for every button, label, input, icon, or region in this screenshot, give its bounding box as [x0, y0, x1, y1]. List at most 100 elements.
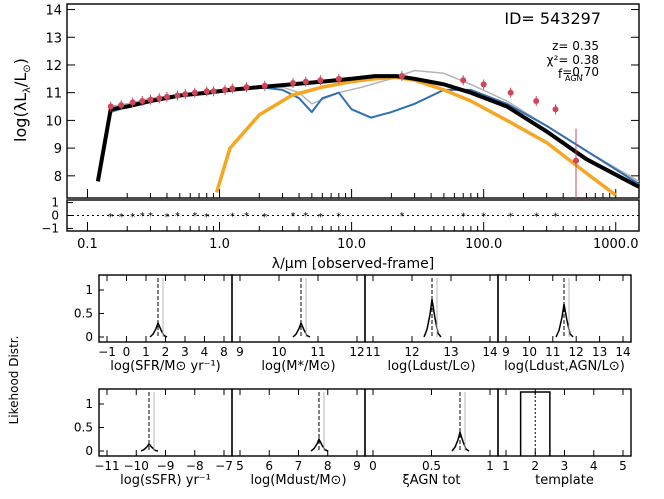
likelihood-ylabel-group: Likehood Distr.	[7, 336, 21, 425]
fagn-sub: AGN	[565, 74, 583, 83]
resid-point: *	[192, 211, 197, 222]
panel-x-tick-label: 9	[236, 345, 244, 359]
sed-line-total	[95, 74, 640, 189]
panel-x-tick-label: 8	[324, 459, 332, 473]
sed-line-stellar	[96, 86, 640, 185]
resid-point: *	[164, 212, 169, 223]
x-tick-label: 0.1	[77, 237, 98, 252]
panel-x-tick-label: 11	[310, 345, 325, 359]
panel-xlabel: log(Mdust/M⊙)	[250, 473, 346, 488]
panel-x-tick-label: 11	[365, 345, 380, 359]
resid-point: *	[553, 212, 558, 223]
obs-point	[317, 77, 324, 84]
panel-y-tick-label: 1	[85, 397, 93, 411]
template-hist	[519, 391, 551, 456]
id-label: ID= 543297	[504, 9, 601, 28]
panel-x-tick-label: 9	[353, 459, 361, 473]
obs-point	[229, 85, 236, 92]
obs-point	[290, 79, 297, 86]
obs-point	[261, 82, 268, 89]
panel-x-tick-label: 5	[619, 459, 627, 473]
panel-x-tick-label: 1	[142, 345, 150, 359]
panel-x-tick-label: 12	[349, 345, 364, 359]
resid-point: *	[481, 212, 486, 223]
resid-point: *	[318, 212, 323, 223]
resid-point: *	[230, 211, 235, 222]
panel-axes	[98, 388, 233, 457]
resid-point: *	[336, 212, 341, 223]
svg-text:log(λLλ/L⊙): log(λLλ/L⊙)	[11, 58, 33, 142]
panel-xlabel: log(SFR/M⊙ yr⁻¹)	[110, 359, 220, 374]
obs-point	[139, 98, 146, 104]
panel-2-2: 0 0.5 1 ξAGN tot	[364, 388, 499, 488]
obs-point	[302, 78, 309, 85]
panel-x-tick-label: 3	[561, 459, 569, 473]
obs-point	[398, 73, 405, 80]
resid-point: *	[119, 212, 124, 223]
sed-x-ticks: 0.1 1.0 10.0 100.0 1000.0	[77, 189, 638, 252]
histogram	[149, 278, 168, 338]
panel-x-tick-label: 10	[271, 345, 286, 359]
resid-tick-label: 1	[51, 196, 59, 210]
resid-point: *	[204, 212, 209, 223]
panel-x-tick-label: −1	[98, 345, 116, 359]
panel-x-tick-label: 4	[590, 459, 598, 473]
panel-x-tick-label: 0.5	[422, 459, 441, 473]
panel-y-tick-label: 1	[85, 283, 93, 297]
y-tick-label: 11	[45, 87, 62, 102]
resid-point: *	[175, 211, 180, 222]
panel-2-3: 1 2 3 4 5 template	[497, 388, 632, 488]
sed-ylabel: log(λLλ/L⊙)	[11, 58, 33, 142]
y-tick-label: 9	[54, 142, 62, 157]
sed-xlabel: λ/μm [observed-frame]	[272, 256, 434, 272]
obs-point	[243, 84, 250, 91]
panel-x-tick-label: −10	[124, 459, 149, 473]
y-tick-label: 10	[45, 114, 62, 129]
resid-point: *	[148, 211, 153, 222]
resid-point: *	[130, 212, 135, 223]
panel-x-tick-label: 5	[236, 459, 244, 473]
panel-axes	[98, 274, 233, 343]
panel-x-tick-label: 7	[295, 459, 303, 473]
panel-x-tick-label: 1	[486, 459, 494, 473]
panel-axes	[497, 274, 632, 343]
panel-y-tick-label: 0.5	[74, 421, 93, 435]
fagn-label: f AGN =0.70	[558, 65, 599, 83]
panel-y-tick-label: 0.5	[74, 307, 93, 321]
resid-point: *	[140, 211, 145, 222]
obs-point	[118, 102, 125, 109]
panel-x-tick-label: 14	[482, 345, 497, 359]
panel-x-tick-label: 14	[615, 345, 630, 359]
chi2-label: χ²= 0.38	[547, 53, 599, 67]
panel-axes	[497, 388, 632, 457]
histogram	[451, 392, 470, 452]
sed-lines	[95, 69, 640, 197]
panel-axes	[231, 388, 366, 457]
hist-line	[451, 429, 470, 452]
obs-point	[221, 86, 228, 93]
panel-axes	[231, 274, 366, 343]
panel-1-2: 11 12 13 14 log(Ldust/L⊙)	[364, 274, 499, 374]
panel-xlabel: template	[535, 473, 594, 488]
y-tick-label: 13	[45, 31, 62, 46]
panel-x-tick-label: −9	[157, 459, 175, 473]
panel-x-tick-label: −11	[94, 459, 119, 473]
obs-point	[163, 93, 170, 100]
panel-x-tick-label: 11	[545, 345, 560, 359]
panel-x-tick-label: 12	[404, 345, 419, 359]
obs-point	[156, 95, 163, 102]
panel-x-tick-label: 9	[502, 345, 510, 359]
resid-point: *	[508, 212, 513, 223]
obs-point	[191, 89, 198, 96]
resid-point: *	[399, 211, 404, 222]
resid-point: *	[303, 211, 308, 222]
panel-x-tick-label: 10	[522, 345, 537, 359]
obs-point	[507, 89, 514, 96]
sed-y-ticks: 8 9 10 11 12 13 14	[45, 4, 639, 185]
histogram	[555, 278, 574, 338]
histogram	[292, 278, 311, 338]
